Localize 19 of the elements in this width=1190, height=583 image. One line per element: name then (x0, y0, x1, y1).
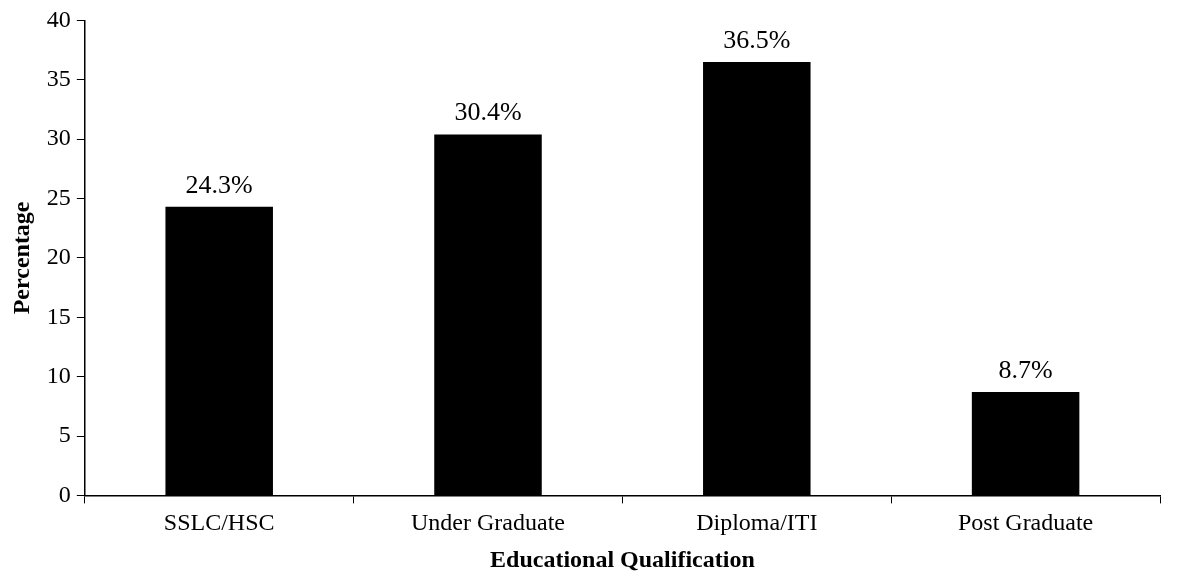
x-tick-label: Post Graduate (957, 509, 1094, 536)
x-tick-label: Under Graduate (411, 509, 565, 536)
x-tick-label: Diploma/ITI (696, 509, 818, 536)
data-label: 24.3% (185, 169, 253, 199)
y-tick-label: 0 (58, 480, 71, 507)
y-tick-label: 20 (46, 243, 71, 270)
y-tick-label: 5 (58, 421, 71, 448)
y-tick-label: 35 (46, 65, 71, 92)
y-tick-label: 15 (46, 302, 71, 329)
data-label: 8.7% (998, 354, 1053, 384)
x-axis-title: Educational Qualification (490, 545, 755, 572)
y-axis-title: Percentage (7, 201, 34, 315)
y-tick-label: 25 (46, 183, 71, 210)
y-tick-label: 40 (46, 5, 71, 32)
x-tick-label: SSLC/HSC (163, 509, 275, 536)
y-tick-label: 30 (46, 124, 71, 151)
data-label: 30.4% (454, 97, 522, 127)
data-label: 36.5% (723, 24, 791, 54)
y-tick-label: 10 (46, 361, 71, 388)
